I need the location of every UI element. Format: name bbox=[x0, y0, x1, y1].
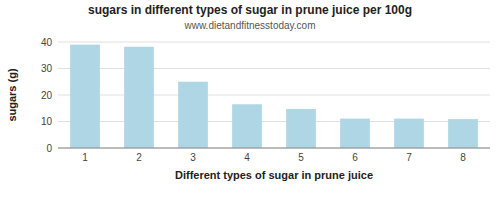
x-tick-label: 4 bbox=[244, 152, 250, 163]
bars bbox=[70, 45, 478, 148]
y-tick-label: 40 bbox=[41, 37, 53, 48]
x-tick-label: 8 bbox=[460, 152, 466, 163]
x-tick-label: 1 bbox=[82, 152, 88, 163]
chart: sugars in different types of sugar in pr… bbox=[0, 0, 500, 200]
y-tick-label: 0 bbox=[46, 143, 52, 154]
x-axis-label: Different types of sugar in prune juice bbox=[175, 169, 373, 181]
title: sugars in different types of sugar in pr… bbox=[88, 3, 412, 17]
grid-line bbox=[58, 148, 490, 149]
grid bbox=[58, 42, 490, 148]
y-tick-label: 10 bbox=[41, 116, 53, 127]
x-tick-label: 5 bbox=[298, 152, 304, 163]
y-tick-label: 30 bbox=[41, 63, 53, 74]
bar bbox=[448, 119, 478, 148]
x-axis-line bbox=[58, 148, 490, 149]
bar bbox=[394, 119, 424, 148]
x-tick-label: 2 bbox=[136, 152, 142, 163]
y-axis-label: sugars (g) bbox=[6, 68, 18, 122]
grid-line bbox=[58, 121, 490, 122]
bar bbox=[178, 82, 208, 148]
x-tick-label: 3 bbox=[190, 152, 196, 163]
bar bbox=[124, 47, 154, 148]
grid-line bbox=[58, 42, 490, 43]
grid-line bbox=[58, 68, 490, 69]
subtitle: www.dietandfitnesstoday.com bbox=[184, 20, 316, 31]
chart-container: sugars in different types of sugar in pr… bbox=[0, 0, 500, 200]
bar bbox=[286, 109, 316, 148]
x-tick-label: 7 bbox=[406, 152, 412, 163]
bar bbox=[340, 119, 370, 148]
x-tick-label: 6 bbox=[352, 152, 358, 163]
grid-line bbox=[58, 95, 490, 96]
y-tick-label: 20 bbox=[41, 90, 53, 101]
bar bbox=[232, 104, 262, 148]
bar bbox=[70, 45, 100, 148]
